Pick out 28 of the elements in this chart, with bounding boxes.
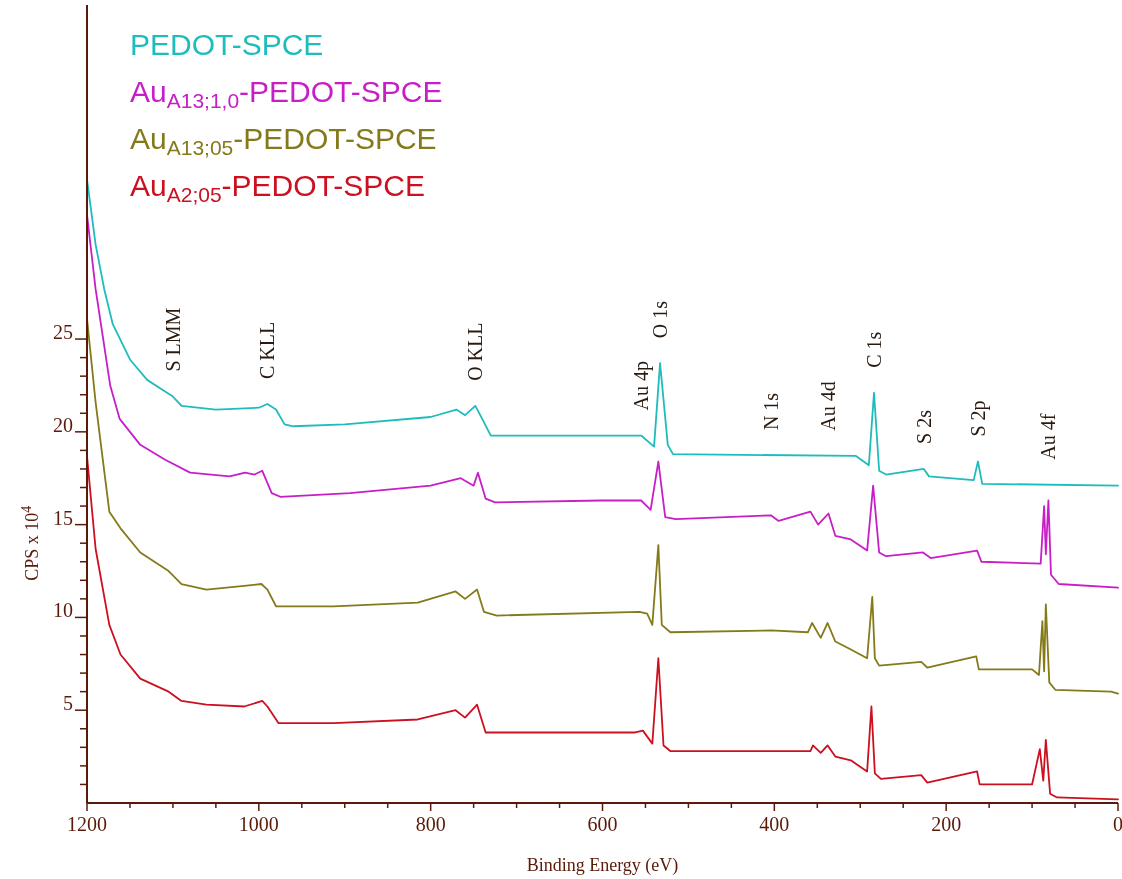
annotation: Au 4f bbox=[1037, 413, 1060, 460]
x-tick-label: 200 bbox=[931, 813, 962, 835]
annotation: C 1s bbox=[863, 331, 885, 368]
text: Au$_{A13;05}$-PEDOT-SPCE bbox=[130, 122, 437, 160]
annotation: S LMM bbox=[161, 307, 184, 372]
annotation: O 1s bbox=[649, 300, 672, 339]
annotation: C KLL bbox=[256, 321, 279, 379]
annotation: S 2p bbox=[966, 400, 990, 437]
y-tick-label: 15 bbox=[53, 506, 73, 529]
x-tick-label: 0 bbox=[1113, 813, 1122, 835]
text: PEDOT-SPCE bbox=[130, 28, 324, 61]
x-tick-label: 800 bbox=[415, 813, 446, 835]
y-tick-label: 25 bbox=[53, 321, 73, 344]
text: Au$_{A2;05}$-PEDOT-SPCE bbox=[130, 169, 425, 207]
x-axis-title: Binding Energy (eV) bbox=[526, 855, 679, 876]
x-tick-label: 600 bbox=[587, 813, 618, 835]
x-tick-label: 400 bbox=[759, 813, 790, 835]
annotation: Au 4p bbox=[630, 361, 654, 411]
annotation: O KLL bbox=[464, 322, 487, 381]
y-tick-label: 10 bbox=[53, 599, 73, 622]
x-tick-label: 1200 bbox=[67, 813, 107, 835]
annotation: N 1s bbox=[759, 392, 782, 431]
annotation: Au 4d bbox=[817, 381, 840, 431]
x-tick-label: 1000 bbox=[238, 813, 279, 835]
y-tick-label: 20 bbox=[53, 413, 73, 436]
text: Au$_{A13;1,0}$-PEDOT-SPCE bbox=[130, 75, 443, 113]
y-tick-label: 5 bbox=[63, 692, 73, 715]
annotation: S 2s bbox=[912, 409, 935, 444]
